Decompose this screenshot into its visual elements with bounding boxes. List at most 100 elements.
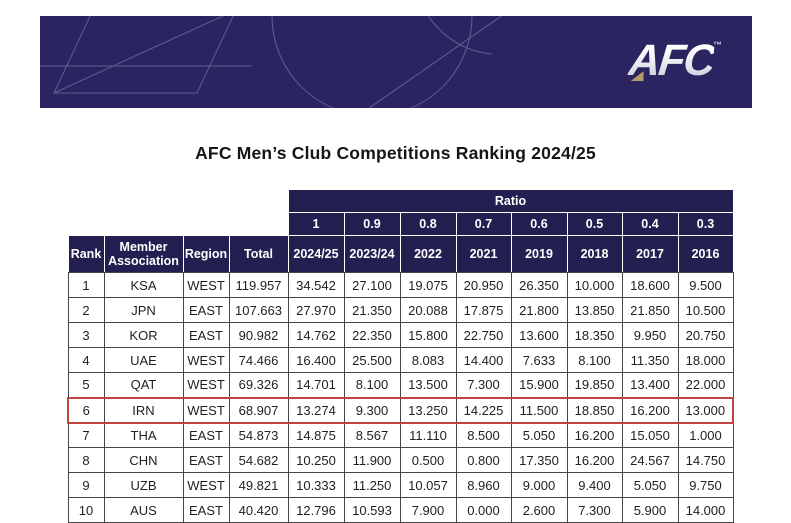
year-value-cell: 20.750 [677,322,734,348]
year-value-cell: 5.050 [510,422,568,448]
year-value-cell: 13.500 [399,372,457,398]
total-cell: 69.326 [228,372,289,398]
ratio-value: 0.8 [399,212,457,236]
year-value-cell: 14.762 [287,322,345,348]
total-cell: 68.907 [228,396,289,424]
column-header-2022: 2022 [399,235,457,273]
year-value-cell: 17.350 [510,447,568,473]
year-value-cell: 21.350 [343,297,401,323]
member-association-cell: IRN [103,396,184,424]
year-value-cell: 0.500 [399,447,457,473]
rank-cell: 7 [67,422,105,448]
table-row-rank-2: 2 JPN EAST 107.663 27.970 21.350 20.088 17.875 2… [67,297,734,323]
year-value-cell: 8.500 [455,422,512,448]
region-cell: EAST [182,322,230,348]
rank-cell: 3 [67,322,105,348]
year-value-cell: 12.796 [287,497,345,523]
year-value-cell: 13.250 [399,396,457,424]
year-value-cell: 18.350 [566,322,623,348]
rank-cell: 1 [67,272,105,298]
year-value-cell: 0.000 [455,497,512,523]
rank-cell: 4 [67,347,105,373]
year-value-cell: 21.850 [621,297,679,323]
year-value-cell: 20.950 [455,272,512,298]
year-value-cell: 15.800 [399,322,457,348]
column-headers-row: Rank Member Association Region Total 2024/25… [67,235,734,273]
year-value-cell: 19.850 [566,372,623,398]
region-cell: WEST [182,372,230,398]
ratio-value: 0.3 [677,212,734,236]
year-value-cell: 5.900 [621,497,679,523]
page-title: AFC Men’s Club Competitions Ranking 2024… [195,143,596,163]
year-value-cell: 9.400 [566,472,623,498]
ratio-header: Ratio [287,189,734,213]
year-value-cell: 8.083 [399,347,457,373]
member-association-cell: KOR [103,322,184,348]
year-value-cell: 8.100 [566,347,623,373]
column-header-rank: Rank [67,235,105,273]
column-header-2024-25: 2024/25 [287,235,345,273]
year-value-cell: 10.057 [399,472,457,498]
total-cell: 74.466 [228,347,289,373]
year-value-cell: 8.960 [455,472,512,498]
year-value-cell: 22.750 [455,322,512,348]
member-association-cell: QAT [103,372,184,398]
year-value-cell: 5.050 [621,472,679,498]
ratio-values-row: 1 0.9 0.8 0.7 0.6 0.5 0.4 0.3 [68,212,734,236]
total-cell: 54.873 [228,422,289,448]
year-value-cell: 11.500 [510,396,568,424]
year-value-cell: 10.593 [343,497,401,523]
year-value-cell: 16.200 [566,422,623,448]
column-header-2016: 2016 [677,235,734,273]
year-value-cell: 16.400 [287,347,345,373]
region-cell: WEST [182,272,230,298]
table-row-rank-3: 3 KOR EAST 90.982 14.762 22.350 15.800 22.750 13… [67,322,734,348]
year-value-cell: 34.542 [287,272,345,298]
total-cell: 107.663 [228,297,289,323]
total-cell: 90.982 [228,322,289,348]
year-value-cell: 13.600 [510,322,568,348]
year-value-cell: 22.000 [677,372,734,398]
member-association-cell: THA [103,422,184,448]
year-value-cell: 10.250 [287,447,345,473]
member-association-cell: AUS [103,497,184,523]
year-value-cell: 7.300 [566,497,623,523]
total-cell: 40.420 [228,497,289,523]
year-value-cell: 13.000 [677,396,734,424]
year-value-cell: 18.850 [566,396,623,424]
member-association-cell: JPN [103,297,184,323]
column-header-2021: 2021 [455,235,512,273]
rank-cell: 2 [67,297,105,323]
year-value-cell: 10.500 [677,297,734,323]
column-header-2017: 2017 [621,235,679,273]
member-association-cell: UZB [103,472,184,498]
member-association-cell: CHN [103,447,184,473]
member-association-cell: KSA [103,272,184,298]
year-value-cell: 9.950 [621,322,679,348]
ratio-value: 0.7 [455,212,512,236]
year-value-cell: 19.075 [399,272,457,298]
ratio-value: 0.6 [510,212,568,236]
year-value-cell: 14.875 [287,422,345,448]
year-value-cell: 14.225 [455,396,512,424]
year-value-cell: 11.110 [399,422,457,448]
rank-cell: 5 [67,372,105,398]
year-value-cell: 2.600 [510,497,568,523]
year-value-cell: 10.000 [566,272,623,298]
table-row-rank-5: 5 QAT WEST 69.326 14.701 8.100 13.500 7.300 15.9… [67,372,734,398]
column-header-2023-24: 2023/24 [343,235,401,273]
rank-cell: 6 [67,396,105,424]
table-row-rank-9: 9 UZB WEST 49.821 10.333 11.250 10.057 8.960 9.0… [67,472,734,498]
table-row-rank-4: 4 UAE WEST 74.466 16.400 25.500 8.083 14.400 7.6… [67,347,734,373]
ratio-header-row: Ratio [68,189,734,213]
total-cell: 49.821 [228,472,289,498]
region-cell: EAST [182,497,230,523]
year-value-cell: 13.274 [287,396,345,424]
ratio-value: 1 [287,212,345,236]
year-value-cell: 24.567 [621,447,679,473]
table-row-rank-7: 7 THA EAST 54.873 14.875 8.567 11.110 8.500 5.05… [67,422,734,448]
table-row-rank-1: 1 KSA WEST 119.957 34.542 27.100 19.075 20.950 2… [67,272,734,298]
year-value-cell: 14.701 [287,372,345,398]
column-header-2019: 2019 [510,235,568,273]
region-cell: EAST [182,297,230,323]
